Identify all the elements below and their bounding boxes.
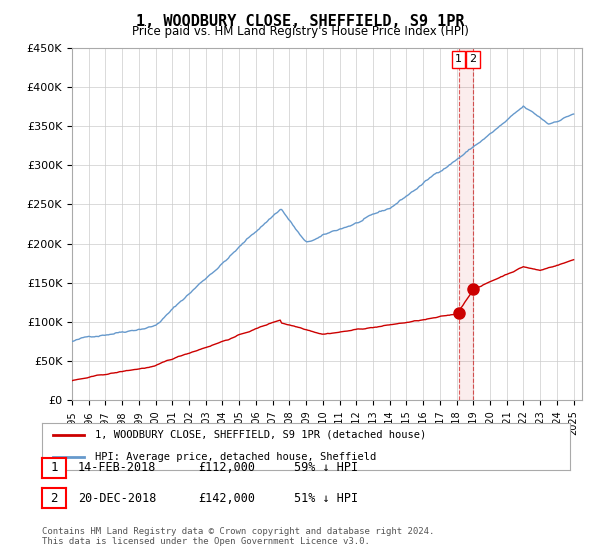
Text: 51% ↓ HPI: 51% ↓ HPI (294, 492, 358, 505)
Text: Price paid vs. HM Land Registry's House Price Index (HPI): Price paid vs. HM Land Registry's House … (131, 25, 469, 38)
Bar (458, 48, 473, 400)
Text: HPI: Average price, detached house, Sheffield: HPI: Average price, detached house, Shef… (95, 452, 376, 462)
Text: 1: 1 (455, 54, 462, 64)
Text: 59% ↓ HPI: 59% ↓ HPI (294, 461, 358, 474)
Text: 2: 2 (50, 492, 58, 505)
Text: 2: 2 (469, 54, 476, 64)
Text: 1, WOODBURY CLOSE, SHEFFIELD, S9 1PR: 1, WOODBURY CLOSE, SHEFFIELD, S9 1PR (136, 14, 464, 29)
Text: 20-DEC-2018: 20-DEC-2018 (78, 492, 157, 505)
Text: £142,000: £142,000 (198, 492, 255, 505)
Text: 1, WOODBURY CLOSE, SHEFFIELD, S9 1PR (detached house): 1, WOODBURY CLOSE, SHEFFIELD, S9 1PR (de… (95, 430, 426, 440)
Text: £112,000: £112,000 (198, 461, 255, 474)
Text: 14-FEB-2018: 14-FEB-2018 (78, 461, 157, 474)
Text: Contains HM Land Registry data © Crown copyright and database right 2024.
This d: Contains HM Land Registry data © Crown c… (42, 526, 434, 546)
Text: 1: 1 (50, 461, 58, 474)
